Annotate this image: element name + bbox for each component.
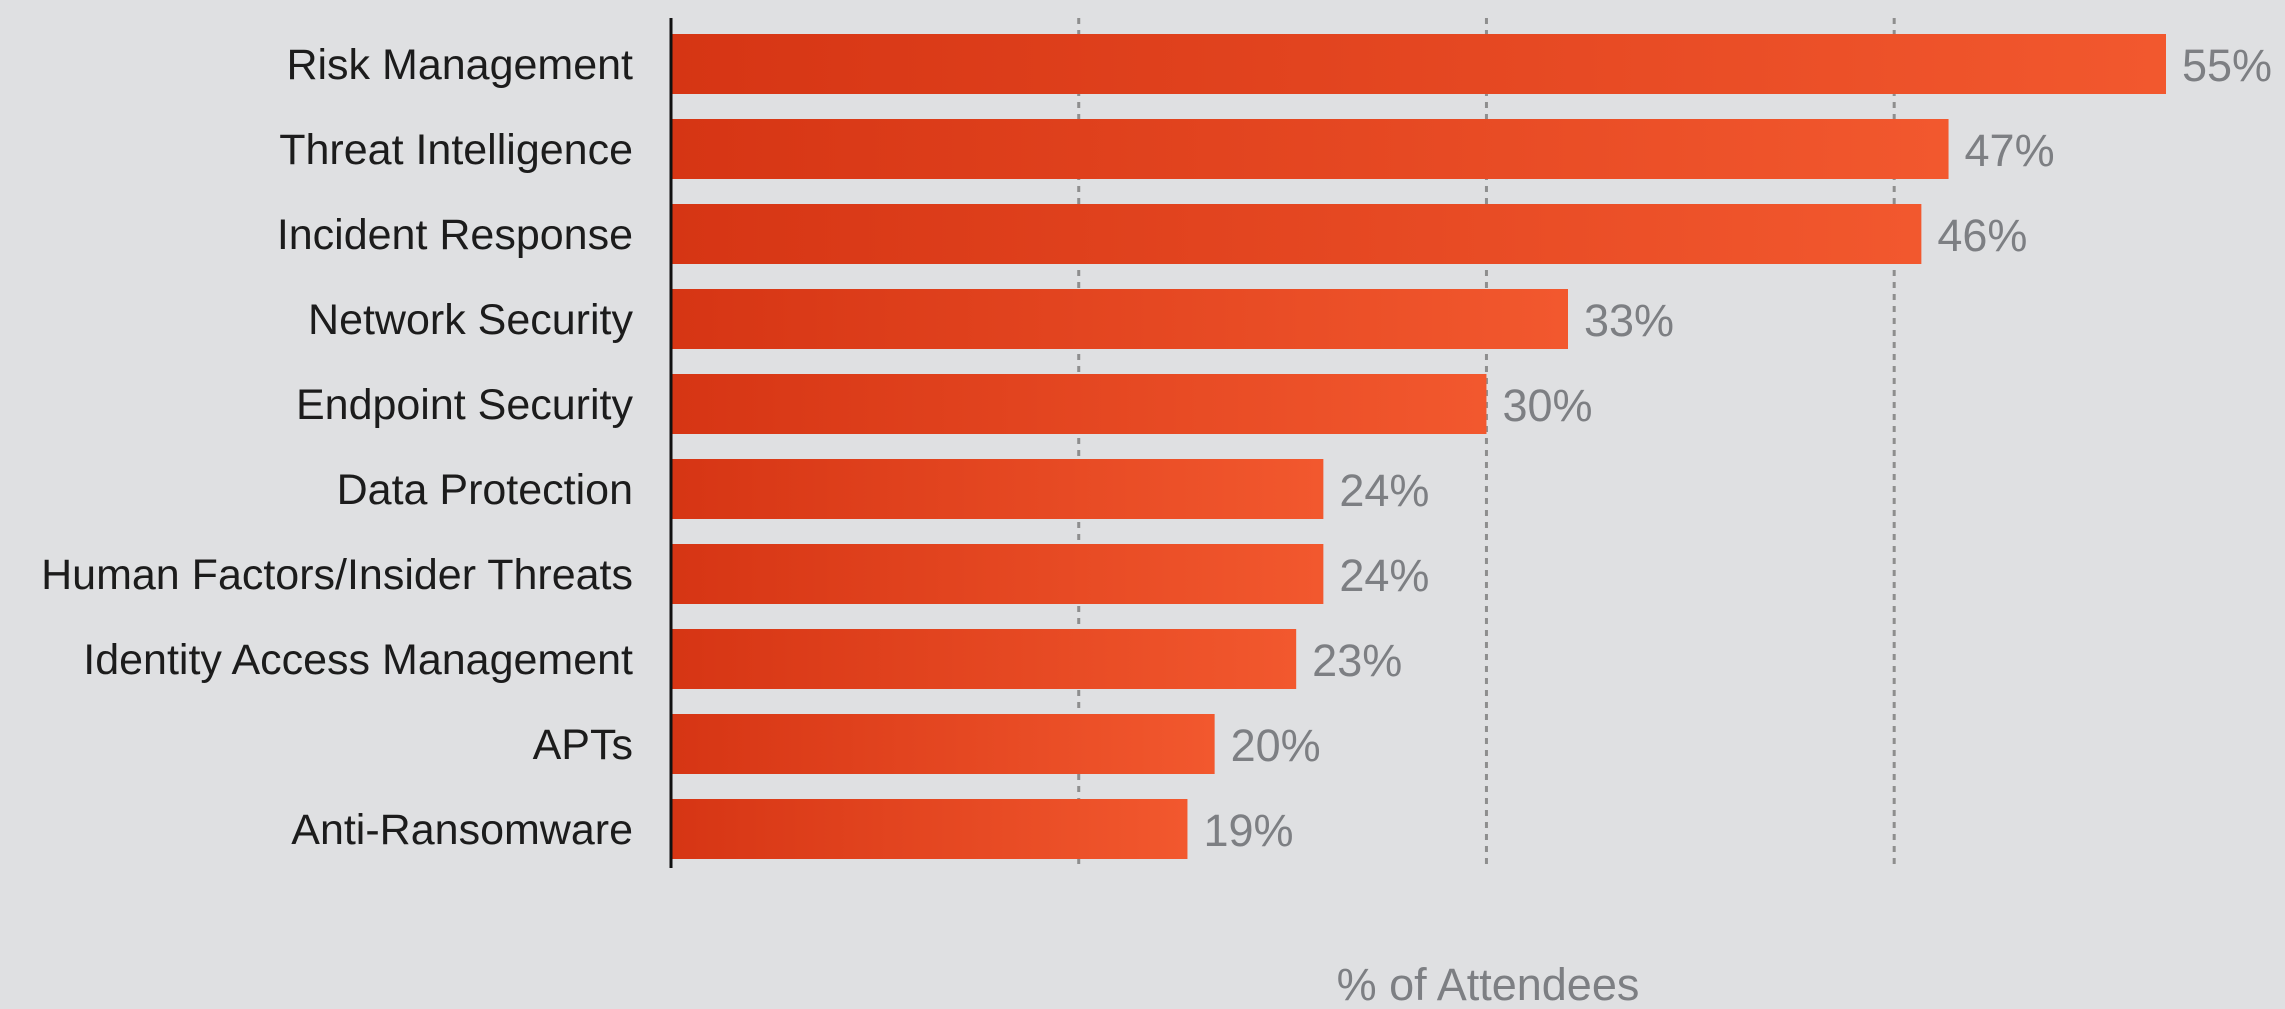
bar-2 [672, 119, 1949, 179]
value-label: 47% [1965, 125, 2055, 176]
bar-10 [672, 799, 1188, 859]
category-label: Incident Response [277, 211, 633, 259]
category-labels: Risk Management Threat Intelligence Incide… [41, 41, 633, 854]
x-axis-title: % of Attendees [1337, 959, 1640, 1009]
value-label: 46% [1937, 210, 2027, 261]
bar-3 [672, 204, 1922, 264]
bars [672, 34, 2166, 859]
category-label: Threat Intelligence [279, 126, 633, 174]
value-label: 20% [1231, 720, 1321, 771]
category-label: APTs [533, 721, 633, 769]
category-label: Anti-Ransomware [291, 806, 633, 854]
category-label: Endpoint Security [296, 381, 634, 429]
category-label: Identity Access Management [83, 636, 633, 684]
bar-5 [672, 374, 1487, 434]
value-label: 19% [1203, 805, 1293, 856]
value-label: 30% [1502, 380, 1592, 431]
value-label: 33% [1584, 295, 1674, 346]
bar-4 [672, 289, 1568, 349]
value-label: 55% [2182, 40, 2272, 91]
value-label: 24% [1339, 550, 1429, 601]
bar-1 [672, 34, 2166, 94]
bar-6 [672, 459, 1324, 519]
bar-9 [672, 714, 1215, 774]
value-label: 24% [1339, 465, 1429, 516]
bar-8 [672, 629, 1297, 689]
bar-7 [672, 544, 1324, 604]
category-label: Network Security [308, 296, 633, 344]
value-label: 23% [1312, 635, 1402, 686]
category-label: Data Protection [337, 466, 633, 514]
category-label: Human Factors/Insider Threats [41, 551, 633, 599]
category-label: Risk Management [286, 41, 633, 89]
value-labels: 55% 47% 46% 33% 30% 24% 24% 23% 20% 19% [1203, 40, 2272, 856]
